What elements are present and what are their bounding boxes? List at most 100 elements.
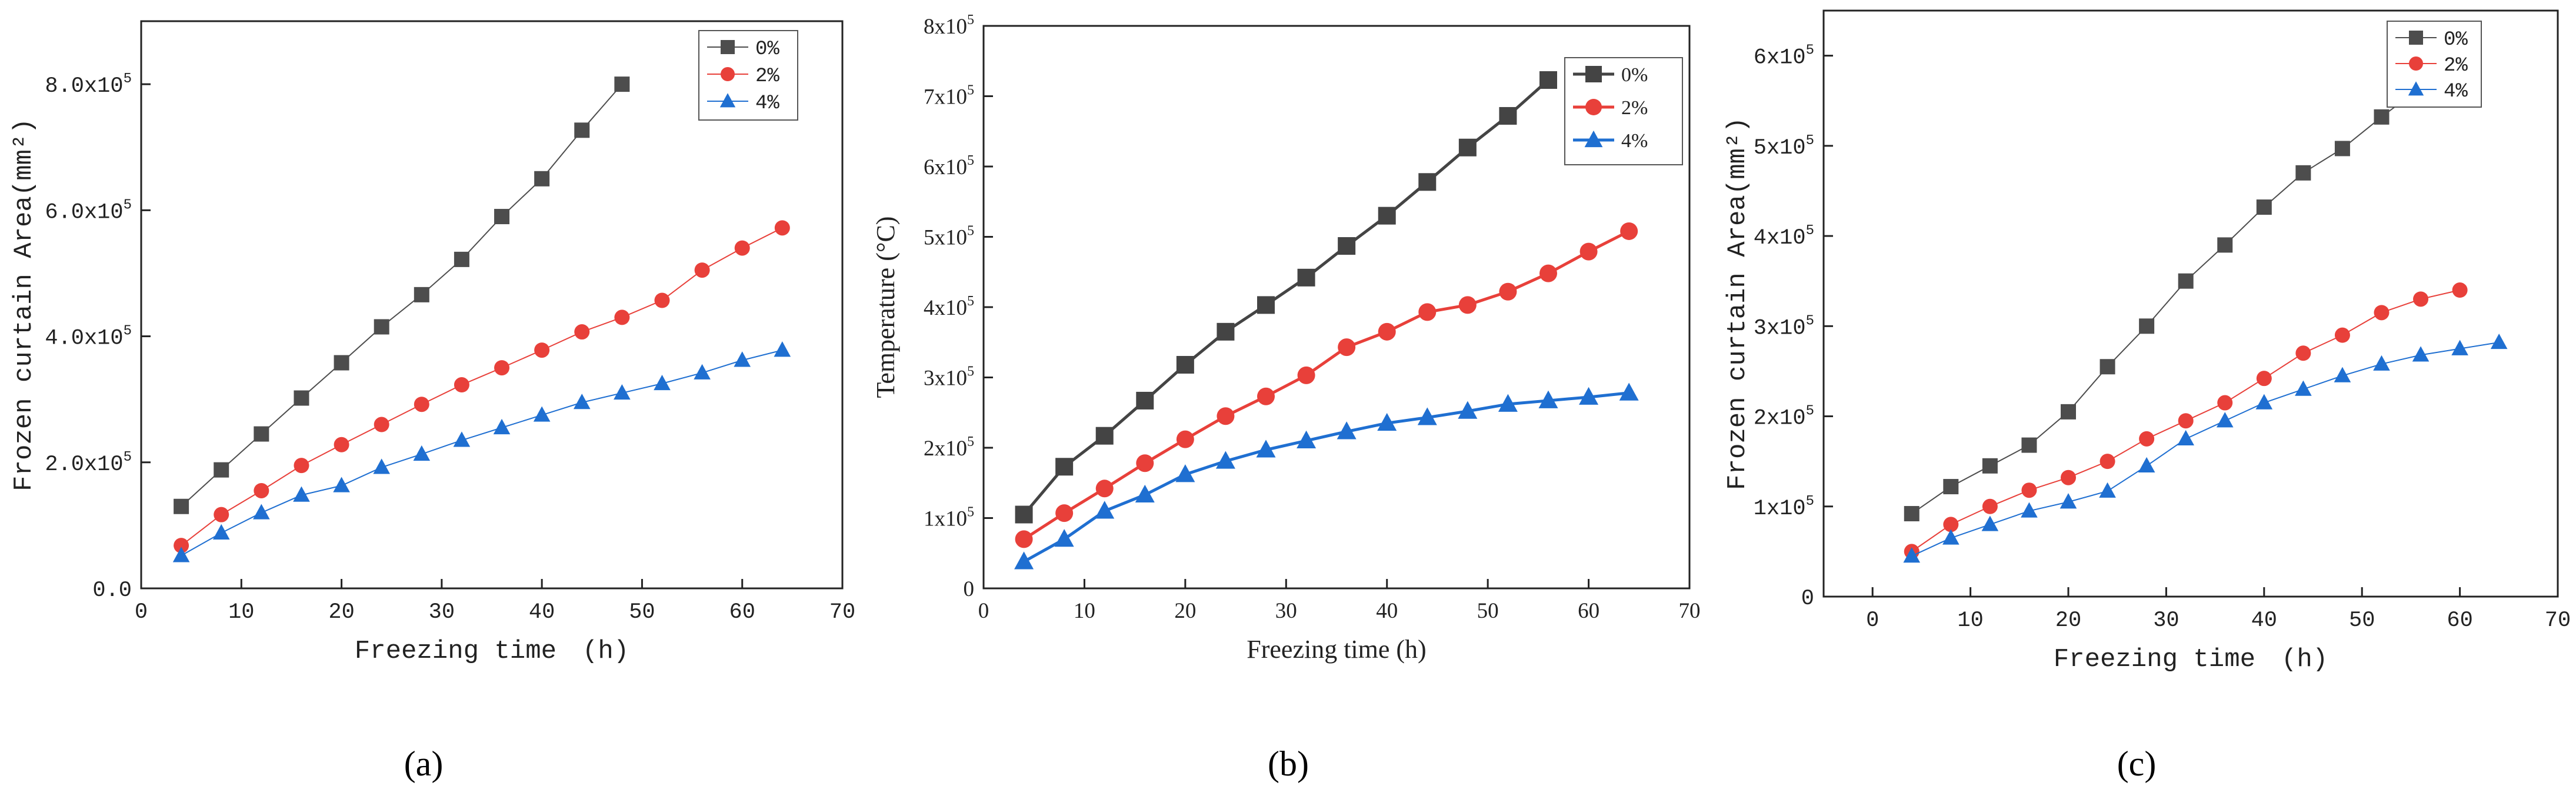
data-point <box>334 355 349 371</box>
y-tick-label: 4.0x105 <box>45 324 132 351</box>
chart-panel-b: 0 10 20 30 40 50 60 70 0 1x105 2x105 3x105 4x105 5x10… <box>871 12 1701 664</box>
legend-swatch-marker <box>2408 81 2424 96</box>
caption-a: (a) <box>404 744 444 783</box>
data-point <box>1176 355 1194 374</box>
data-point <box>214 507 229 522</box>
data-point <box>1538 390 1558 408</box>
y-tick-label: 6x105 <box>924 153 974 179</box>
y-tick-exponent: 5 <box>1806 223 1814 239</box>
y-axis-label: Frozen curtain Area(mm²) <box>1723 117 1752 490</box>
data-point <box>1176 430 1194 448</box>
y-tick-exponent: 5 <box>967 505 974 520</box>
data-point <box>174 538 189 554</box>
legend-swatch-marker <box>721 67 735 81</box>
data-point <box>414 397 429 412</box>
y-tick-label: 3x105 <box>1754 313 1814 341</box>
data-point <box>1458 296 1477 314</box>
data-point <box>1982 458 1998 474</box>
data-point <box>2412 346 2430 362</box>
data-point <box>1619 382 1639 401</box>
y-tick-exponent: 5 <box>124 450 132 465</box>
series-line <box>181 349 783 557</box>
data-point <box>294 458 309 474</box>
data-point <box>334 437 349 452</box>
y-tick-label: 8x105 <box>924 12 974 39</box>
y-axis-label: Frozen curtain Area(mm²) <box>9 118 39 491</box>
data-point <box>734 240 750 256</box>
series-2pct <box>1904 282 2468 560</box>
data-point <box>2295 345 2311 361</box>
series-line <box>1023 391 1629 563</box>
y-tick-exponent: 5 <box>124 71 132 87</box>
legend-label: 2% <box>1621 97 1648 119</box>
data-point <box>1015 505 1033 524</box>
x-axis-label: Freezing time (h) <box>2054 645 2328 674</box>
data-point <box>654 374 671 391</box>
data-point <box>2334 327 2350 343</box>
data-point <box>2178 413 2194 429</box>
data-point <box>2099 482 2116 498</box>
data-point <box>1095 427 1114 445</box>
data-point <box>374 319 389 335</box>
series-2pct <box>174 220 790 554</box>
y-tick-exponent: 5 <box>1806 133 1814 149</box>
data-point <box>172 547 190 562</box>
data-point <box>1055 458 1074 476</box>
data-point <box>1458 138 1477 157</box>
data-point <box>2061 470 2076 485</box>
x-tick-label: 50 <box>629 600 655 625</box>
y-tick-label: 7x105 <box>924 83 974 109</box>
plot-frame <box>140 20 844 590</box>
y-tick-label: 4x105 <box>924 294 974 320</box>
data-point <box>1417 407 1437 425</box>
data-point <box>454 377 469 393</box>
legend: 0% 2% 4% <box>2387 21 2482 108</box>
x-tick-label: 10 <box>228 600 254 625</box>
data-point <box>1136 391 1154 410</box>
legend: 0% 2% 4% <box>1564 57 1683 165</box>
data-point <box>2021 502 2038 518</box>
data-point <box>333 477 350 492</box>
data-point <box>373 458 390 474</box>
data-point <box>454 251 469 267</box>
x-tick-label: 0 <box>135 600 148 625</box>
caption-b: (b) <box>1268 744 1309 783</box>
y-tick-label: 2.0x105 <box>45 450 132 477</box>
series-4pct <box>1903 333 2508 563</box>
data-point <box>1337 421 1357 440</box>
data-point <box>453 431 471 447</box>
chart-panel-a: 0 10 20 30 40 50 60 70 0.0 2.0x105 4.0x105 6.0x105 8… <box>9 20 855 666</box>
data-point <box>574 122 590 138</box>
y-tick-label: 2x105 <box>1754 404 1814 431</box>
data-point <box>694 262 710 278</box>
data-point <box>1943 479 1959 495</box>
data-point <box>2256 199 2272 215</box>
data-point <box>2060 493 2077 509</box>
data-point <box>1579 242 1598 261</box>
series-line <box>1911 341 2500 557</box>
data-point <box>1981 515 1999 531</box>
data-point <box>1095 480 1114 498</box>
data-point <box>694 364 711 379</box>
y-tick-exponent: 5 <box>1806 313 1814 329</box>
data-point <box>374 417 389 432</box>
data-point <box>534 342 550 358</box>
x-tick-label: 70 <box>2545 608 2571 633</box>
legend-label: 2% <box>2444 55 2468 77</box>
data-point <box>1055 504 1074 522</box>
data-point <box>533 406 551 422</box>
series-line <box>1023 229 1630 541</box>
y-tick-label: 0 <box>1801 587 1814 611</box>
y-tick-exponent: 5 <box>1806 494 1814 510</box>
x-tick-label: 0 <box>1866 608 1879 633</box>
data-point <box>2217 237 2233 253</box>
series-0pct <box>1904 79 2429 522</box>
data-point <box>1499 282 1517 301</box>
x-tick-label: 20 <box>2055 608 2081 633</box>
x-tick-label: 30 <box>2153 608 2179 633</box>
x-tick-label: 20 <box>328 600 354 625</box>
y-tick-exponent: 5 <box>124 197 132 213</box>
y-tick-exponent: 5 <box>1806 404 1814 420</box>
x-tick-label: 30 <box>1275 599 1297 623</box>
data-point <box>1215 451 1235 469</box>
